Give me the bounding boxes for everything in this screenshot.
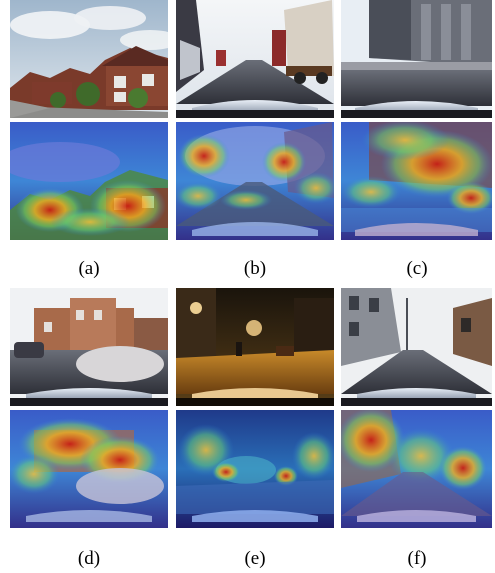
photo-f-original [341,288,492,406]
heatmap-a [10,122,168,240]
photo-a-original [10,0,168,118]
caption-c: (c) [406,258,428,279]
photo-d-original [10,288,168,406]
photo-b-original [176,0,334,118]
caption-a: (a) [78,258,100,279]
photo-c-original [341,0,492,118]
caption-d: (d) [77,548,101,569]
caption-f: (f) [407,548,427,569]
heatmap-b [176,122,334,240]
caption-b: (b) [243,258,267,279]
caption-e: (e) [244,548,266,569]
heatmap-f [341,410,492,528]
heatmap-d [10,410,168,528]
heatmap-e [176,410,334,528]
heatmap-c [341,122,492,240]
photo-e-original [176,288,334,406]
